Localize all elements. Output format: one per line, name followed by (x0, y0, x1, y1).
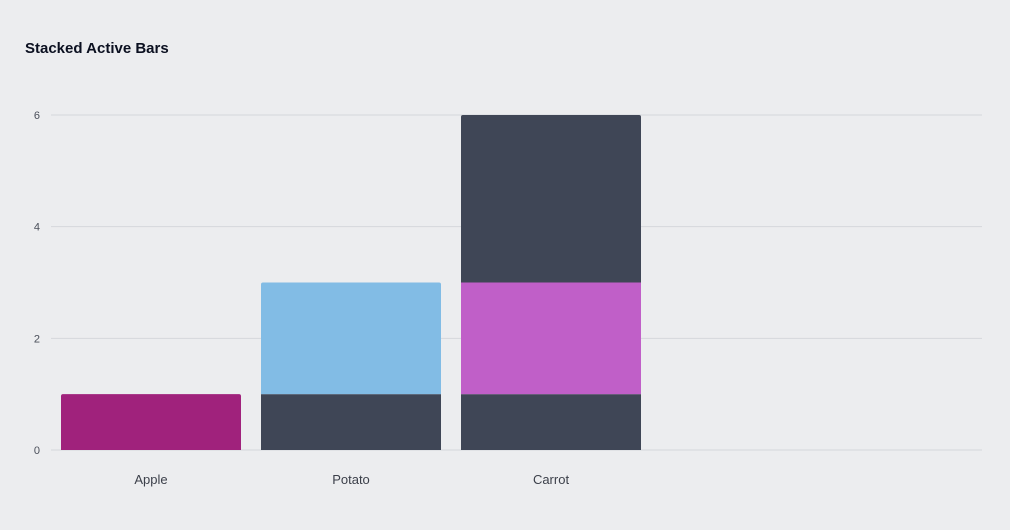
y-tick-label-6: 6 (34, 110, 40, 122)
bar-potato-segment-2[interactable] (261, 282, 441, 395)
bar-carrot-segment-3[interactable] (461, 282, 641, 395)
x-tick-label-apple: Apple (134, 472, 167, 487)
y-tick-label-4: 4 (34, 222, 40, 234)
x-tick-label-potato: Potato (332, 472, 370, 487)
bar-carrot-segment-1[interactable] (461, 394, 641, 450)
y-tick-label-0: 0 (34, 445, 40, 457)
bars-layer (61, 115, 641, 450)
bar-potato-segment-1[interactable] (261, 394, 441, 450)
y-tick-label-2: 2 (34, 333, 40, 345)
y-axis-ticks: 0 2 4 6 (34, 110, 40, 457)
chart-title: Stacked Active Bars (25, 40, 169, 57)
bar-carrot-segment-4[interactable] (461, 115, 641, 283)
bar-apple-segment-0[interactable] (61, 394, 241, 450)
x-axis-labels: Apple Potato Carrot (134, 472, 569, 487)
x-tick-label-carrot: Carrot (533, 472, 570, 487)
